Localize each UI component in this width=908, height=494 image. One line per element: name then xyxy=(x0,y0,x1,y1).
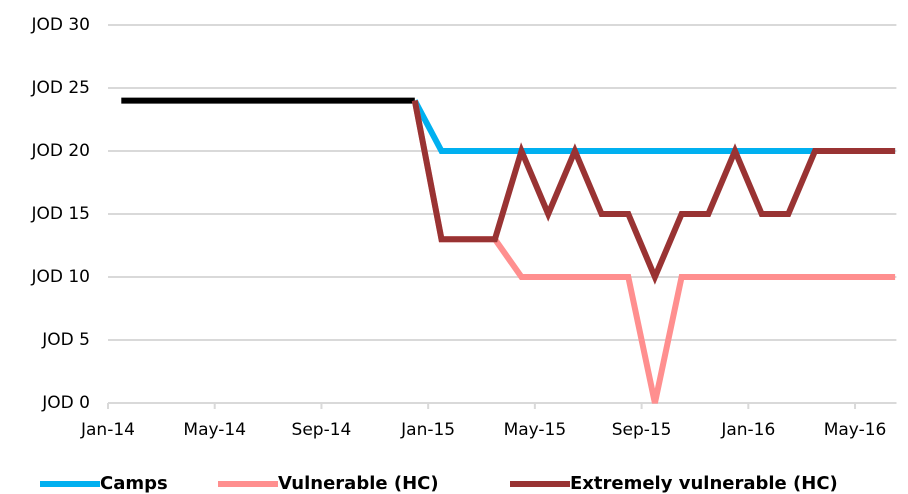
x-tick-label: Sep-15 xyxy=(612,420,672,440)
series-line xyxy=(411,100,896,404)
x-tick-label: Jan-14 xyxy=(80,420,135,440)
legend-label: Vulnerable (HC) xyxy=(278,473,439,494)
x-tick-label: Jan-16 xyxy=(720,420,775,440)
x-tick-label: May-14 xyxy=(183,420,246,440)
y-tick-label: JOD 15 xyxy=(30,204,90,224)
y-tick-label: JOD 20 xyxy=(30,141,90,161)
y-tick-label: JOD 10 xyxy=(30,267,90,287)
y-tick-label: JOD 0 xyxy=(41,393,90,413)
x-tick-label: May-15 xyxy=(504,420,567,440)
series-line xyxy=(411,100,896,285)
legend-label: Extremely vulnerable (HC) xyxy=(570,473,838,494)
y-tick-label: JOD 5 xyxy=(41,330,90,350)
x-tick-label: Sep-14 xyxy=(292,420,352,440)
y-tick-label: JOD 30 xyxy=(30,15,90,35)
legend-label: Camps xyxy=(100,473,168,494)
x-tick-label: May-16 xyxy=(824,420,887,440)
y-tick-label: JOD 25 xyxy=(30,78,90,98)
x-tick-label: Jan-15 xyxy=(400,420,455,440)
series-line xyxy=(412,99,896,154)
